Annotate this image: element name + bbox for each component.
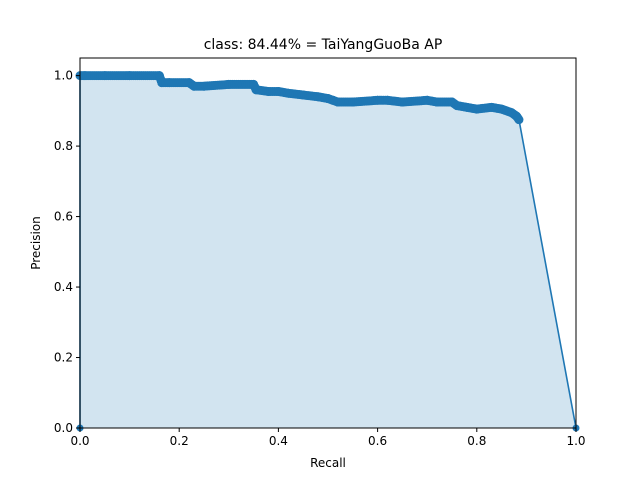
x-tick-label: 1.0 (566, 434, 585, 448)
plot-frame (79, 57, 577, 429)
y-tick-label: 0.4 (54, 280, 73, 294)
x-tick-label: 0.8 (467, 434, 486, 448)
x-axis-label: Recall (310, 456, 346, 470)
y-tick-label: 0.8 (54, 139, 73, 153)
x-tick-label: 0.6 (368, 434, 387, 448)
plot-layer (75, 71, 580, 432)
x-tick-label: 0.0 (70, 434, 89, 448)
plot-area (80, 58, 576, 428)
y-axis-label: Precision (29, 216, 43, 270)
pr-area-fill (80, 75, 576, 429)
pr-point (514, 115, 524, 125)
x-tick-label: 0.2 (170, 434, 189, 448)
y-tick-label: 0.6 (54, 210, 73, 224)
chart-title: class: 84.44% = TaiYangGuoBa AP (204, 37, 443, 53)
y-tick-label: 1.0 (54, 69, 73, 83)
y-tick-label: 0.0 (54, 421, 73, 435)
y-tick-label: 0.2 (54, 351, 73, 365)
axes-layer: 0.0 0.2 0.4 0.6 0.8 1.0 0.0 0.2 0.4 0.6 0.8 1.0 (54, 69, 586, 448)
x-tick-label: 0.4 (269, 434, 288, 448)
